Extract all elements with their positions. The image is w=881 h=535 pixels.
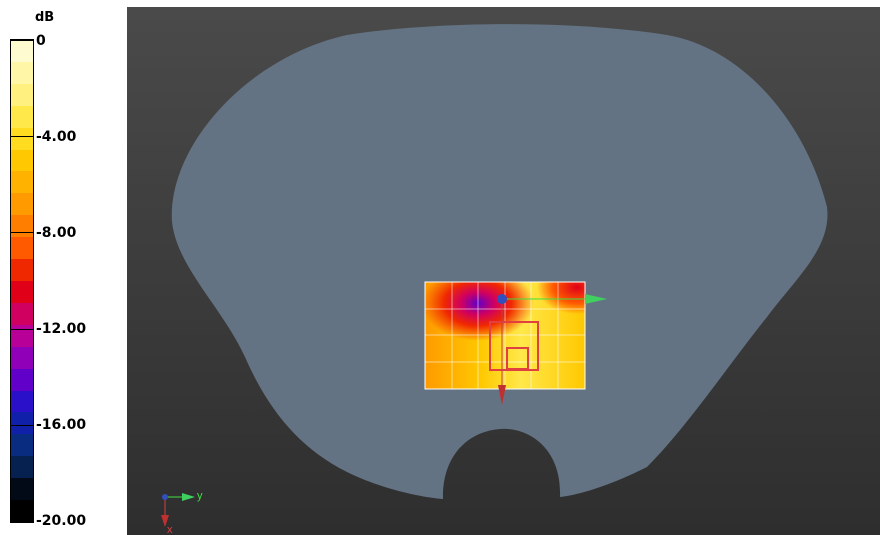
scene-canvas[interactable]: y x: [127, 7, 880, 535]
colorbar-segment: [11, 302, 33, 325]
legend-tick-2: -8.00: [36, 225, 77, 241]
triad-x-label: x: [167, 524, 173, 535]
colorbar-segment: [11, 61, 33, 84]
colorbar-segment: [11, 149, 33, 172]
orientation-triad: y x: [161, 490, 203, 535]
colorbar-segment: [11, 83, 33, 106]
colorbar-tick-mark: [11, 136, 33, 138]
legend-tick-3: -12.00: [36, 321, 87, 337]
colorbar-segment: [11, 390, 33, 413]
sar-heatmap: [424, 281, 586, 390]
colorbar-tick-mark: [11, 328, 33, 330]
triad-y-arrow: [182, 493, 195, 501]
colorbar-segment: [11, 237, 33, 260]
3d-viewport[interactable]: y x: [127, 7, 880, 535]
legend-tick-0: 0: [36, 33, 46, 49]
probe-y-arrow: [585, 294, 607, 304]
phantom-surface: [171, 24, 828, 499]
legend-tick-1: -4.00: [36, 129, 77, 145]
colorbar-segment: [11, 259, 33, 282]
legend-tick-4: -16.00: [36, 417, 87, 433]
triad-y-label: y: [197, 490, 203, 502]
legend-unit-label: dB: [35, 10, 55, 25]
colorbar-tick-mark: [11, 521, 33, 522]
colorbar-tick-mark: [11, 424, 33, 426]
colorbar-segment: [11, 324, 33, 347]
colorbar-segment: [11, 281, 33, 303]
colorbar-segment: [11, 127, 33, 150]
probe-x-arrow: [498, 385, 506, 405]
colorbar-segment: [11, 412, 33, 435]
colorbar-segment: [11, 500, 33, 523]
probe-origin: [497, 294, 507, 304]
triad-x-arrow: [161, 515, 169, 527]
legend-tick-5: -20.00: [36, 513, 87, 529]
colorbar-segment: [11, 456, 33, 479]
colorbar-tick-mark: [11, 40, 33, 41]
probe-axes: [497, 294, 607, 405]
colorbar-tick-mark: [11, 232, 33, 234]
legend-colorbar: [10, 39, 34, 523]
triad-origin: [162, 494, 168, 500]
colorbar-segment: [11, 40, 33, 62]
colorbar-segment: [11, 478, 33, 501]
colorbar-segment: [11, 171, 33, 194]
colorbar-segment: [11, 215, 33, 238]
colorbar-segment: [11, 368, 33, 391]
colorbar-segment: [11, 346, 33, 369]
colorbar-segment: [11, 434, 33, 457]
zoom-scan-cube-inner: [506, 347, 529, 370]
color-legend: dB 0 -4.00 -8.00 -12.00 -16.00 -20.00: [0, 0, 125, 535]
colorbar-segment: [11, 105, 33, 128]
colorbar-segment: [11, 193, 33, 216]
